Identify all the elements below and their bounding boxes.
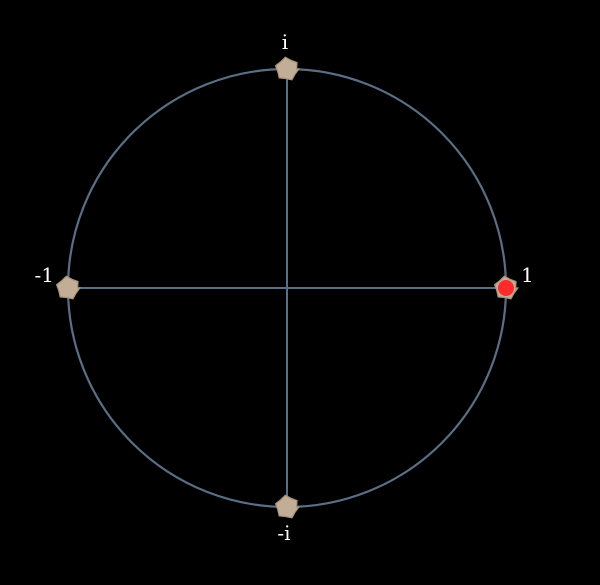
label-minus-i: -i bbox=[277, 521, 290, 545]
current-point-marker bbox=[498, 280, 514, 296]
label-minus-one: -1 bbox=[35, 263, 54, 287]
root-marker-minus-i bbox=[274, 494, 301, 519]
root-marker-i bbox=[274, 56, 301, 81]
root-marker-minus-1 bbox=[55, 275, 82, 300]
label-one: 1 bbox=[521, 263, 534, 287]
label-i: i bbox=[282, 30, 288, 54]
